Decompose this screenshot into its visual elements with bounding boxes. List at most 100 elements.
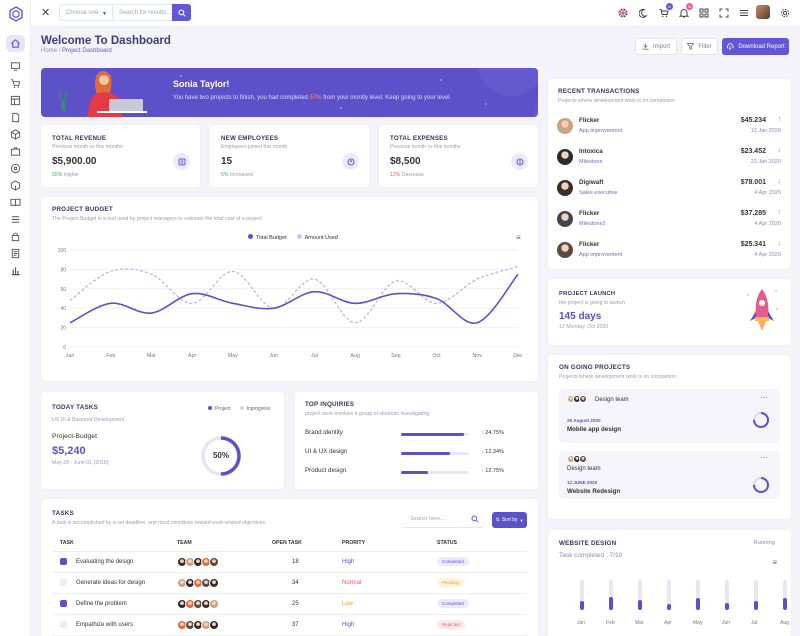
uk-flag-icon[interactable] [617, 7, 628, 18]
today-budget-label: Project-Budget [52, 433, 97, 440]
inquiry-label: Brand identity [305, 429, 343, 436]
lock-icon[interactable] [9, 230, 22, 243]
user-avatar[interactable] [756, 5, 770, 19]
inquiry-progress-bar [401, 471, 469, 474]
open-task-cell: 37 [272, 614, 342, 636]
website-menu-icon[interactable]: ≡ [772, 558, 777, 567]
chart-legend: Total Budget Amount Used [248, 234, 338, 241]
tasks-search-input[interactable]: Search here... [404, 512, 482, 528]
avatar [579, 455, 587, 463]
brand-logo-icon[interactable] [8, 6, 24, 22]
avatar [557, 180, 573, 196]
monitor-icon[interactable] [9, 60, 22, 73]
recent-transactions-card: RECENT TRANSACTIONS Projects where devel… [548, 79, 791, 269]
close-icon[interactable]: ✕ [41, 7, 51, 19]
transaction-row[interactable]: Flicker App improvement $25.341 ↓ 4 Apr … [557, 239, 783, 261]
table-row[interactable]: Evaluating the design 18 High Completed [52, 551, 527, 573]
cart-icon[interactable] [9, 77, 22, 90]
website-design-card: WEBSITE DESIGN Running Task completed : … [548, 530, 791, 636]
stat-change: 55% Higher [52, 172, 189, 178]
task-checkbox[interactable] [60, 578, 67, 586]
website-progress-fill [609, 596, 613, 610]
task-checkbox[interactable] [60, 557, 67, 565]
banner-user-name: Sonia Taylor! [173, 79, 230, 89]
transaction-name: Flicker [579, 241, 600, 248]
bar-chart-icon[interactable] [9, 264, 22, 277]
y-tick-label: 100 [58, 248, 67, 254]
search-input[interactable]: Search for results... [113, 4, 173, 21]
document-icon[interactable] [9, 247, 22, 260]
layout-icon[interactable] [9, 94, 22, 107]
status-cell: Completed [437, 551, 527, 573]
wallet-icon [173, 153, 190, 170]
transaction-row[interactable]: Flicker Milestone2 $37.285 ↑ 4 Apr 2020 [557, 208, 783, 230]
legend-used-label: Amount Used [304, 235, 338, 241]
launch-title: PROJECT LAUNCH [559, 291, 616, 297]
legend-inprogress-label: Inprogress [246, 406, 271, 412]
website-progress-column [783, 580, 787, 610]
transaction-date: 23 Jan 2020 [750, 159, 781, 165]
dollar-icon [511, 153, 528, 170]
col-task[interactable]: TASK [52, 535, 177, 552]
book-open-icon[interactable] [9, 196, 22, 209]
sort-by-button[interactable]: ⇅ Sort by ▼ [492, 512, 527, 528]
task-checkbox[interactable] [60, 620, 67, 628]
files-icon[interactable] [9, 111, 22, 124]
team-cell [177, 614, 272, 636]
menu-icon[interactable] [738, 7, 749, 18]
task-checkbox[interactable] [60, 599, 67, 607]
more-options-icon[interactable]: ··· [760, 393, 768, 402]
stat-subtitle: Previous month vs this months [390, 144, 461, 150]
table-row[interactable]: Generate ideas for design 34 Normal Pend… [52, 572, 527, 594]
transaction-row[interactable]: Flicker App improvement $45.234 ↑ 12 Jan… [557, 115, 783, 137]
team-avatars [177, 577, 272, 588]
col-priority[interactable]: PRORITY [342, 535, 437, 552]
briefcase-icon[interactable] [9, 145, 22, 158]
donut-fill [201, 436, 241, 476]
chart-menu-icon[interactable]: ≡ [516, 233, 521, 242]
home-icon[interactable] [9, 37, 22, 50]
fullscreen-icon[interactable] [718, 7, 729, 18]
cart-badge: 6 [666, 3, 673, 10]
sidebar [0, 0, 31, 636]
box-icon[interactable] [9, 128, 22, 141]
table-row[interactable]: Define the problem 25 Low Completed [52, 593, 527, 615]
col-status[interactable]: STATUS [437, 535, 527, 552]
website-progress-column [638, 580, 642, 610]
col-team[interactable]: TEAM [177, 535, 272, 552]
cart-button[interactable]: 6 [658, 3, 673, 18]
priority-cell: High [342, 551, 437, 573]
banner-msg-before: You have two projects to finish, you had… [173, 95, 310, 101]
project-name: Mobile app design [567, 426, 621, 433]
ongoing-project-card[interactable]: Design team ··· 12 JUNE 2020 Website Red… [559, 451, 780, 499]
menu-lines-icon[interactable] [9, 213, 22, 226]
more-options-icon[interactable]: ··· [760, 453, 768, 462]
aperture-icon[interactable] [9, 162, 22, 175]
download-report-button[interactable]: Download Report [722, 38, 789, 55]
team-avatars [177, 619, 272, 630]
x-tick-label: Apr [188, 353, 196, 359]
status-badge: Rejected [437, 620, 465, 629]
filter-button[interactable]: Filter [681, 38, 718, 55]
legend-used[interactable]: Amount Used [296, 234, 338, 241]
moon-icon[interactable] [638, 7, 649, 18]
breadcrumb-home[interactable]: Home [41, 48, 58, 54]
import-button[interactable]: Import [635, 38, 677, 55]
notifications-button[interactable]: 8 [678, 3, 693, 18]
category-select[interactable]: Choose one ▼ [59, 4, 113, 21]
col-open-task[interactable]: OPEN TASK [272, 535, 342, 552]
transaction-row[interactable]: Digiwaft Sales executive $78.001 ↓ 4 Apr… [557, 177, 783, 199]
ongoing-project-card[interactable]: Design team ··· 25 August 2020 Mobile ap… [559, 389, 780, 443]
transaction-row[interactable]: Intoxica Milestone $23.452 ↓ 23 Jan 2020 [557, 146, 783, 168]
apps-grid-icon[interactable] [698, 7, 709, 18]
ongoing-projects-card: ON GOING PROJECTS Projects where develop… [548, 355, 791, 519]
x-tick-label: Sep [391, 353, 400, 359]
package-icon[interactable] [9, 179, 22, 192]
stat-card-expenses: TOTAL EXPENSES Previous month vs this mo… [379, 125, 538, 187]
inquiry-label: UI & UX design [305, 448, 348, 455]
settings-gear-icon[interactable] [779, 7, 790, 18]
import-label: Import [652, 43, 670, 50]
table-row[interactable]: Empathize with users 37 High Rejected [52, 614, 527, 636]
search-button[interactable] [172, 4, 191, 21]
legend-total[interactable]: Total Budget [248, 234, 287, 241]
